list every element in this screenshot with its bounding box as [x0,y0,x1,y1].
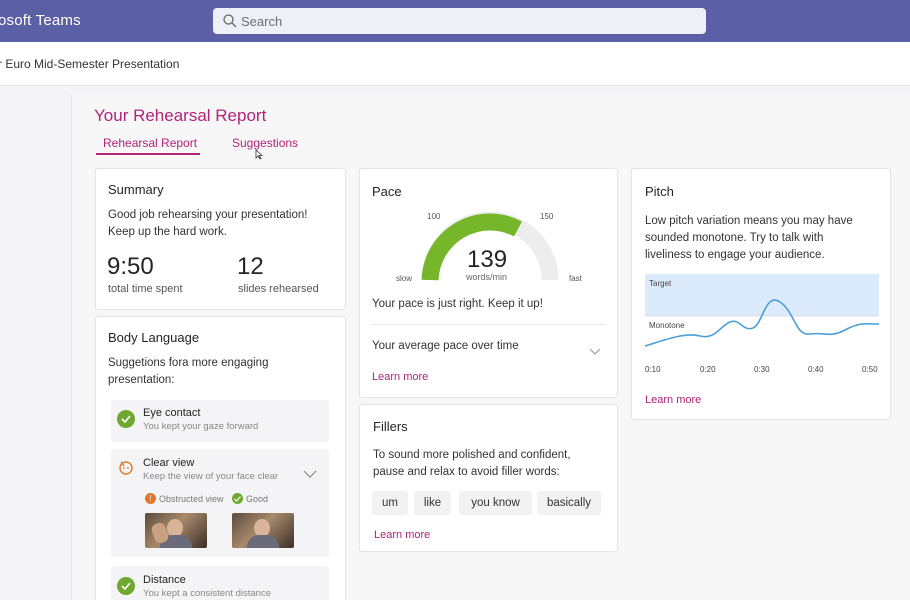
slides-value: 12 [237,253,264,280]
pace-over-time-toggle[interactable]: Your average pace over time [372,340,519,352]
pitch-x-tick: 0:40 [808,365,824,374]
total-time-value: 9:50 [107,253,154,280]
pitch-title: Pitch [645,184,674,199]
distance-desc: You kept a consistent distance [143,588,271,599]
pitch-x-tick: 0:50 [862,365,878,374]
cursor-icon [255,149,264,163]
check-icon [117,410,135,428]
pitch-x-tick: 0:30 [754,365,770,374]
fillers-line2: pause and relax to avoid filler words: [373,466,560,478]
pitch-line2: sounded monotone. Try to talk with [645,232,824,244]
pitch-target-label: Target [649,279,672,288]
tab-rehearsal-report[interactable]: Rehearsal Report [103,136,198,150]
distance-title: Distance [143,574,186,586]
summary-message-line2: Keep up the hard work. [108,226,227,238]
fillers-card [359,404,618,552]
pace-value: 139 [467,246,508,273]
chevron-down-icon[interactable] [303,465,317,483]
pitch-line1: Low pitch variation means you may have [645,215,853,227]
clear-view-title: Clear view [143,457,195,469]
body-language-intro-line1: Suggetions fora more engaging [108,357,269,369]
app-title: osoft Teams [0,12,81,29]
fillers-line1: To sound more polished and confident, [373,449,571,461]
good-label: Good [246,494,269,504]
summary-message-line1: Good job rehearsing your presentation! [108,209,308,221]
pitch-line3: liveliness to engage your audience. [645,249,825,261]
gauge-min-label: slow [396,274,413,283]
report-title: Your Rehearsal Report [94,106,267,125]
top-bar: osoft Teams [0,0,910,42]
obstructed-view-thumbnail [145,513,207,548]
distance-item [111,566,329,600]
warning-icon: ! [145,493,156,504]
eye-contact-item [111,400,329,442]
fillers-learn-more-link[interactable]: Learn more [374,529,431,541]
good-view-thumbnail [232,513,294,548]
active-tab-indicator [96,153,200,155]
slides-label: slides rehearsed [238,283,319,295]
pace-unit: words/min [466,272,508,282]
good-check-icon [232,493,243,504]
face-icon [117,459,135,477]
pace-card [359,168,618,398]
pitch-chart [645,274,879,347]
meeting-title: r Euro Mid-Semester Presentation [0,57,180,71]
search-input[interactable] [241,12,681,30]
body-language-title: Body Language [108,330,200,345]
gauge-max-label: fast [569,274,582,283]
gauge-mark-low: 100 [427,212,441,221]
divider [372,324,606,325]
chevron-down-icon[interactable] [589,342,601,360]
filler-chip-basically: basically [537,491,601,515]
filler-chip-like: like [414,491,451,515]
eye-contact-title: Eye contact [143,407,201,419]
gauge-mark-high: 150 [540,212,554,221]
pitch-monotone-label: Monotone [649,321,685,330]
summary-card [95,168,346,310]
fillers-title: Fillers [373,419,408,434]
pitch-x-tick: 0:10 [645,365,661,374]
pace-title: Pace [372,184,402,199]
body-language-intro-line2: presentation: [108,374,175,386]
eye-contact-desc: You kept your gaze forward [143,421,259,432]
obstructed-view-label: Obstructed view [159,494,224,504]
pitch-learn-more-link[interactable]: Learn more [645,394,702,406]
pitch-x-tick: 0:20 [700,365,716,374]
search-box[interactable] [213,8,706,34]
meeting-header: r Euro Mid-Semester Presentation [0,42,910,86]
pace-gauge [421,211,559,281]
search-icon [222,13,238,29]
summary-title: Summary [108,182,164,197]
filler-chip-you-know: you know [459,491,532,515]
total-time-label: total time spent [108,283,183,295]
tab-suggestions[interactable]: Suggestions [232,136,299,150]
clear-view-desc: Keep the view of your face clear [143,471,279,482]
check-icon [117,577,135,595]
pace-learn-more-link[interactable]: Learn more [372,371,429,383]
filler-chip-um: um [372,491,408,515]
pace-message: Your pace is just right. Keep it up! [372,298,543,310]
